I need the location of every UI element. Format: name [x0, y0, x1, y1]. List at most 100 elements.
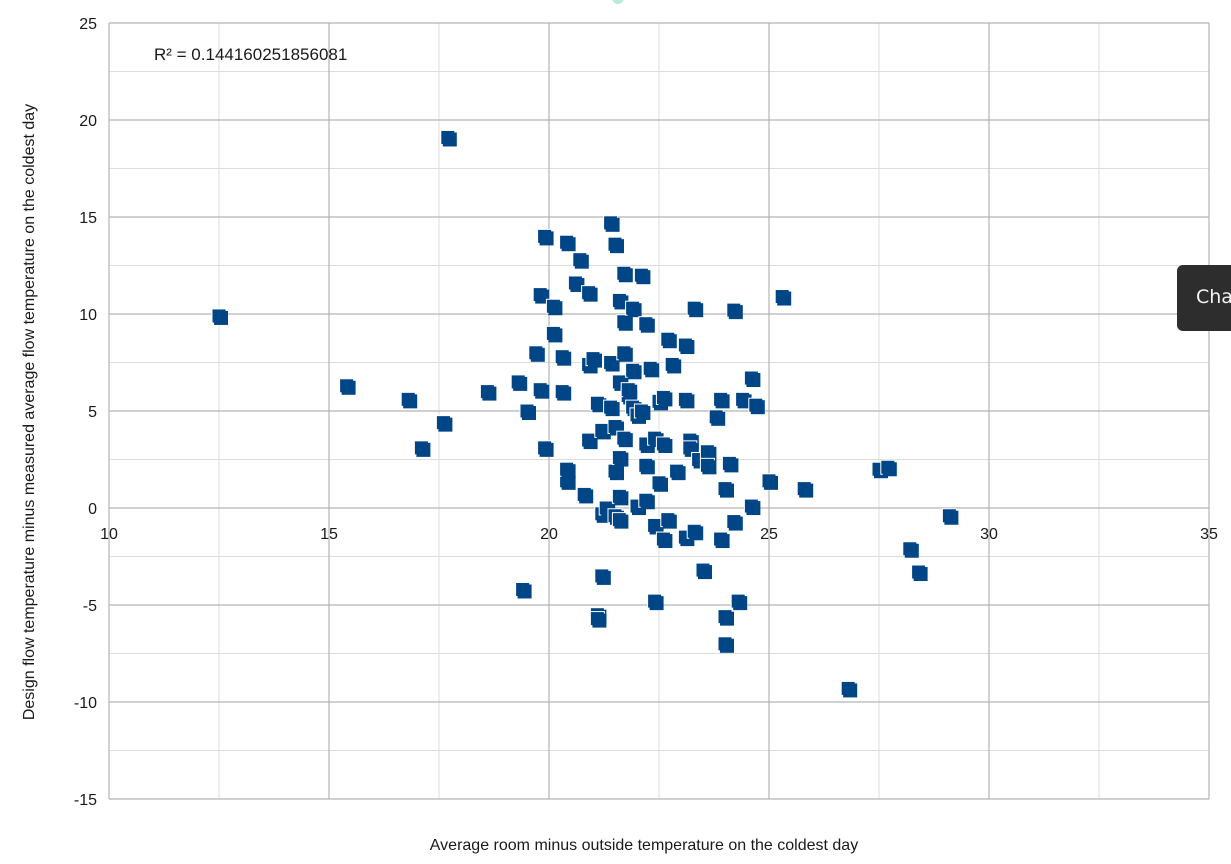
- data-point-shadow: [539, 231, 554, 246]
- data-point-shadow: [649, 596, 664, 611]
- data-point-shadow: [944, 510, 959, 525]
- data-points: [211, 129, 959, 698]
- data-point-shadow: [592, 398, 607, 413]
- data-point-shadow: [724, 458, 739, 473]
- data-point-shadow: [640, 318, 655, 333]
- data-point-shadow: [913, 567, 928, 582]
- data-point-shadow: [561, 464, 576, 479]
- data-point-shadow: [737, 394, 752, 409]
- data-point-shadow: [720, 611, 734, 626]
- y-tick-label: 0: [88, 501, 97, 518]
- y-tick-label: 25: [79, 16, 97, 33]
- data-point-shadow: [658, 534, 673, 549]
- data-point-shadow: [570, 277, 585, 292]
- data-point-shadow: [214, 310, 228, 325]
- x-tick-label: 25: [760, 526, 778, 543]
- data-point-shadow: [605, 217, 620, 232]
- data-point-shadow: [667, 359, 682, 374]
- data-point-shadow: [583, 435, 598, 450]
- data-point-shadow: [618, 433, 633, 448]
- data-point-shadow: [645, 363, 660, 378]
- data-point-shadow: [843, 683, 858, 698]
- tooltip-popup: Cha: [1177, 265, 1231, 331]
- data-point-shadow: [733, 596, 748, 611]
- data-point-shadow: [680, 394, 695, 409]
- data-point-shadow: [535, 384, 550, 399]
- data-point-shadow: [720, 638, 734, 653]
- data-point-shadow: [662, 334, 677, 349]
- data-point-shadow: [548, 301, 563, 316]
- data-point-shadow: [649, 520, 664, 535]
- y-tick-label: -15: [74, 792, 97, 809]
- tooltip-text: Cha: [1196, 286, 1231, 308]
- data-point-shadow: [618, 268, 633, 283]
- data-point-shadow: [614, 452, 629, 467]
- data-point-shadow: [605, 402, 620, 417]
- data-point-shadow: [658, 438, 673, 453]
- data-point-shadow: [535, 289, 550, 304]
- x-tick-label: 10: [100, 526, 118, 543]
- data-point-shadow: [596, 570, 611, 585]
- x-tick-label: 20: [540, 526, 558, 543]
- data-point-shadow: [548, 328, 563, 343]
- data-point-shadow: [341, 380, 356, 395]
- y-axis-label: Design flow temperature minus measured a…: [21, 104, 38, 720]
- data-point-shadow: [557, 351, 572, 366]
- data-point-shadow: [513, 376, 528, 391]
- top-edge-glyph: [612, 0, 624, 4]
- data-point-shadow: [403, 394, 418, 409]
- data-point-shadow: [561, 237, 576, 252]
- data-point-shadow: [623, 384, 638, 399]
- data-point-shadow: [618, 347, 633, 362]
- data-point-shadow: [614, 514, 629, 529]
- data-point-shadow: [539, 442, 554, 457]
- data-point-shadow: [720, 483, 734, 498]
- data-point-shadow: [618, 316, 633, 331]
- data-point-shadow: [583, 287, 598, 302]
- data-point-shadow: [662, 514, 677, 529]
- data-point-shadow: [636, 270, 651, 285]
- y-tick-label: -10: [74, 695, 97, 712]
- data-point-shadow: [614, 295, 629, 310]
- data-point-shadow: [702, 460, 717, 475]
- data-point-shadow: [627, 303, 642, 318]
- data-point-shadow: [715, 394, 730, 409]
- y-tick-label: 20: [79, 113, 97, 130]
- data-point-shadow: [640, 460, 655, 475]
- data-point-shadow: [640, 495, 655, 510]
- r-squared-annotation: R² = 0.144160251856081: [154, 45, 347, 64]
- data-point-shadow: [561, 475, 576, 490]
- data-point-shadow: [711, 411, 726, 426]
- data-point-shadow: [777, 291, 792, 306]
- data-point-shadow: [698, 565, 712, 580]
- x-tick-label: 35: [1200, 526, 1218, 543]
- data-point-shadow: [636, 406, 651, 420]
- data-point-shadow: [438, 417, 453, 432]
- data-point-shadow: [574, 254, 589, 269]
- data-point-shadow: [610, 239, 624, 254]
- y-tick-label: 5: [88, 404, 97, 421]
- data-point-shadow: [728, 516, 743, 531]
- data-point-shadow: [579, 489, 594, 504]
- data-point-shadow: [689, 303, 704, 318]
- data-point-shadow: [596, 425, 611, 440]
- data-point-shadow: [442, 132, 457, 147]
- data-point-shadow: [627, 365, 642, 380]
- data-point-shadow: [517, 584, 532, 599]
- data-point-shadow: [557, 386, 572, 401]
- data-point-shadow: [680, 340, 695, 355]
- x-axis-tick-labels: 10 15 20 25 30 35: [100, 526, 1218, 543]
- x-axis-label: Average room minus outside temperature o…: [430, 837, 858, 854]
- data-point-shadow: [658, 392, 673, 407]
- data-point-shadow: [882, 462, 897, 477]
- data-point-shadow: [530, 347, 545, 362]
- data-point-shadow: [746, 501, 761, 516]
- data-point-shadow: [689, 526, 704, 541]
- y-tick-label: 10: [79, 307, 97, 324]
- data-point-shadow: [592, 613, 607, 628]
- data-point-shadow: [482, 386, 497, 401]
- x-tick-label: 30: [980, 526, 998, 543]
- data-point-shadow: [904, 543, 919, 558]
- data-point-shadow: [702, 446, 717, 461]
